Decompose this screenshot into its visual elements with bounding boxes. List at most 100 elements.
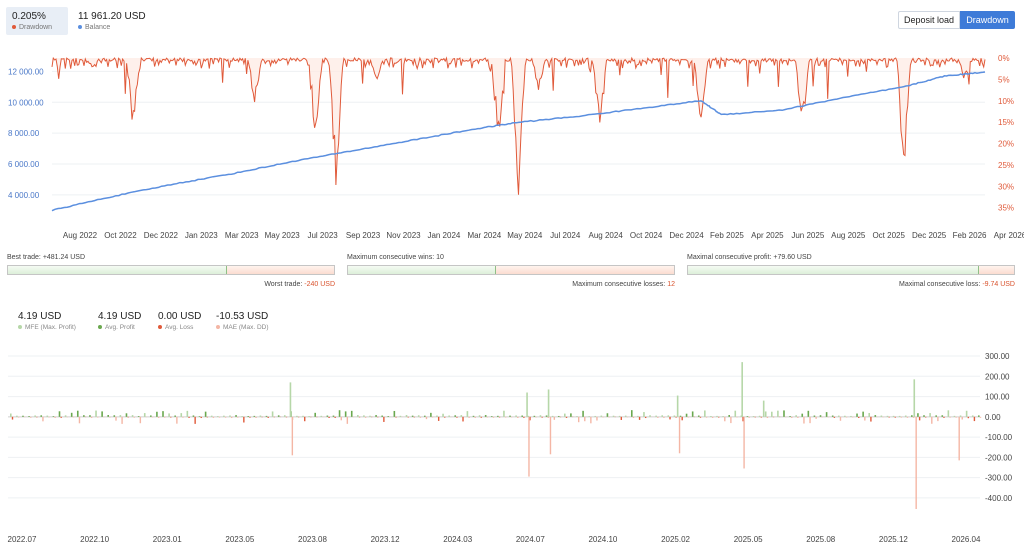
profit-bar xyxy=(673,415,676,417)
profit-bar xyxy=(801,413,804,417)
profit-bar xyxy=(978,415,980,417)
loss-bar xyxy=(839,416,842,421)
loss-bar xyxy=(511,416,513,418)
loss-bar xyxy=(644,416,647,419)
profit-bar xyxy=(868,412,871,417)
loss-bar xyxy=(504,416,507,418)
profit-bar xyxy=(76,410,79,417)
profit-bar xyxy=(929,413,931,417)
profit-bar xyxy=(472,415,475,417)
cons-wins-losses-bar xyxy=(347,265,675,275)
mfe-spike xyxy=(289,382,292,417)
loss-bar xyxy=(925,416,927,418)
profit-bar xyxy=(825,412,828,417)
loss-bar xyxy=(949,416,951,418)
mae-spike xyxy=(743,416,745,469)
loss-bar xyxy=(176,416,178,424)
loss-bar xyxy=(724,416,726,422)
loss-bar xyxy=(304,416,306,422)
profit-bar xyxy=(886,415,889,417)
loss-bar xyxy=(194,416,196,424)
profit-bar xyxy=(204,411,207,417)
profit-bar xyxy=(874,415,877,417)
profit-bar xyxy=(150,415,152,417)
loss-bar xyxy=(894,416,896,418)
profit-bar xyxy=(588,416,590,417)
loss-bar xyxy=(480,416,482,418)
loss-bar xyxy=(888,416,890,418)
profit-bar xyxy=(198,416,201,417)
loss-bar xyxy=(243,416,245,423)
loss-bar xyxy=(224,416,227,418)
x-tick: Mar 2024 xyxy=(467,231,501,240)
x-tick: Oct 2025 xyxy=(872,231,905,240)
profit-bar xyxy=(771,411,773,417)
profit-bar xyxy=(399,415,402,417)
profit-bar xyxy=(454,415,457,417)
profit-bar xyxy=(570,413,572,417)
loss-bar xyxy=(346,416,349,424)
y-left-tick: 4 000.00 xyxy=(8,191,40,200)
metric-avg-profit: 4.19 USD Avg. Profit xyxy=(98,311,141,333)
profit-bar xyxy=(850,415,852,417)
profit-bar xyxy=(837,415,840,417)
loss-bar xyxy=(906,416,909,418)
profit-bar xyxy=(612,415,615,417)
profit-bar xyxy=(405,415,408,417)
drawdown-button[interactable]: Drawdown xyxy=(960,11,1015,29)
loss-bar xyxy=(602,416,604,418)
profit-bar xyxy=(186,410,189,417)
profit-bar xyxy=(423,415,426,417)
profit-bar xyxy=(235,415,237,417)
profit-bar xyxy=(959,415,962,417)
loss-bar xyxy=(748,416,750,418)
cons-profit-loss-bar xyxy=(687,265,1015,275)
profit-bar xyxy=(113,415,116,417)
profit-bar xyxy=(661,415,664,417)
y-right-tick: 25% xyxy=(998,161,1014,170)
loss-bar xyxy=(498,416,501,418)
profit-bar xyxy=(600,415,603,417)
profit-bar xyxy=(168,413,170,417)
loss-bar xyxy=(687,416,689,418)
x-tick: May 2023 xyxy=(265,231,301,240)
x-tick: 2025.08 xyxy=(806,535,835,544)
profit-bar xyxy=(795,415,797,417)
profit-bar xyxy=(363,415,365,417)
loss-bar xyxy=(517,416,519,419)
loss-bar xyxy=(358,416,361,418)
best-worst-bar xyxy=(7,265,335,275)
profit-bar xyxy=(52,416,55,417)
loss-bar xyxy=(407,416,409,418)
profit-bar xyxy=(606,413,609,417)
profit-bar xyxy=(417,415,420,417)
x-tick: 2023.12 xyxy=(371,535,400,544)
profit-bar xyxy=(34,415,36,417)
profit-bar xyxy=(192,415,195,417)
loss-bar xyxy=(864,416,866,421)
x-tick: Aug 2024 xyxy=(589,231,624,240)
deposit-load-button[interactable]: Deposit load xyxy=(898,11,960,29)
loss-bar xyxy=(577,416,580,423)
profit-bar xyxy=(350,410,353,417)
profit-bar xyxy=(697,415,700,417)
loss-bar xyxy=(973,416,976,422)
loss-bar xyxy=(736,416,738,418)
profit-bar xyxy=(685,413,688,417)
x-tick: Feb 2026 xyxy=(953,231,987,240)
profit-bar xyxy=(332,415,335,417)
loss-bar xyxy=(456,416,458,418)
loss-bar xyxy=(596,416,598,421)
balance-label: Balance xyxy=(85,24,111,31)
max-cons-wins: Maximum consecutive wins: 10 xyxy=(347,254,444,261)
profit-bar xyxy=(783,410,785,417)
drawdown-summary: 0.205% Drawdown xyxy=(6,7,68,35)
profit-bar xyxy=(484,415,487,417)
mae-spike xyxy=(915,416,917,509)
loss-bar xyxy=(657,416,659,418)
profit-bar xyxy=(965,410,968,417)
loss-bar xyxy=(413,416,416,418)
loss-bar xyxy=(212,416,215,418)
loss-bar xyxy=(541,416,543,418)
profit-bar xyxy=(545,415,548,417)
